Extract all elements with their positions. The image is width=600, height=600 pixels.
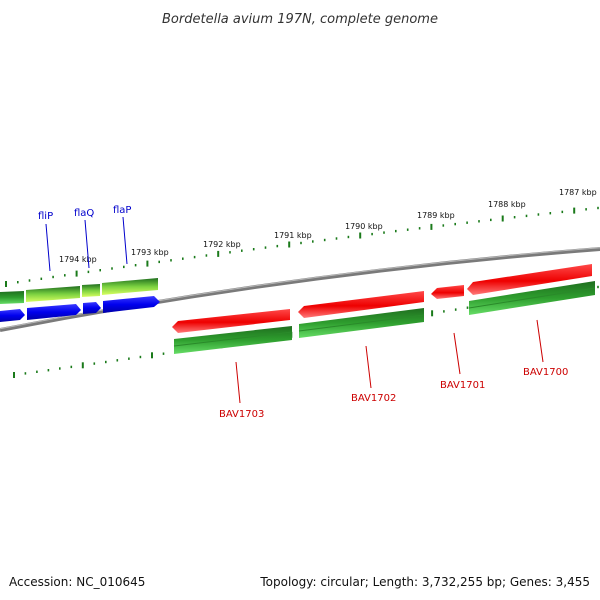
- gene-BAV1703: [172, 309, 290, 333]
- gene-flaQ: [83, 302, 101, 314]
- accession-label: Accession: NC_010645: [9, 575, 146, 589]
- kbp-label-1790: 1790 kbp: [345, 222, 383, 231]
- upper-features: [0, 278, 158, 304]
- backbone-line: [0, 247, 600, 332]
- gene-BAV1700: [467, 264, 592, 295]
- kbp-label-1789: 1789 kbp: [417, 211, 455, 220]
- flaP-leader: [122, 216, 128, 265]
- feature-lower-1-line: [173, 331, 293, 347]
- feature-upper-2: [26, 286, 80, 302]
- gene-label-flaQ: flaQ: [74, 208, 94, 219]
- BAV1702-leader: [365, 345, 372, 389]
- gene-blue-0: [0, 309, 25, 322]
- bottom-gene-labels: BAV1703 BAV1702 BAV1701 BAV1700: [219, 319, 568, 420]
- flaQ-leader: [84, 219, 90, 269]
- kbp-labels: 1794 kbp 1793 kbp 1792 kbp 1791 kbp 1790…: [59, 188, 597, 264]
- blue-genes: [0, 296, 160, 322]
- kbp-label-1794: 1794 kbp: [59, 255, 97, 264]
- gene-BAV1702: [298, 291, 424, 318]
- BAV1701-leader: [453, 332, 461, 375]
- gene-label-BAV1700: BAV1700: [523, 367, 568, 378]
- feature-lower-3-line: [468, 287, 596, 309]
- fliP-leader: [45, 223, 51, 272]
- BAV1703-leader: [235, 361, 241, 404]
- feature-lower-2-line: [298, 314, 425, 332]
- gene-fliP: [27, 304, 81, 320]
- lower-features: [173, 281, 596, 354]
- outer-tick-row: [5, 206, 599, 287]
- red-genes: [172, 264, 592, 333]
- map-title: Bordetella avium 197N, complete genome: [162, 12, 438, 27]
- kbp-label-1791: 1791 kbp: [274, 231, 312, 240]
- gene-label-fliP: fliP: [38, 211, 53, 222]
- kbp-label-1793: 1793 kbp: [131, 248, 169, 257]
- BAV1700-leader: [536, 319, 544, 363]
- top-gene-labels: fliP flaQ flaP: [38, 205, 131, 272]
- gene-label-BAV1703: BAV1703: [219, 409, 264, 420]
- gene-flaP: [103, 296, 160, 313]
- topology-label: Topology: circular; Length: 3,732,255 bp…: [260, 575, 590, 589]
- gene-label-flaP: flaP: [113, 205, 131, 216]
- feature-lower-1: [174, 326, 292, 354]
- gene-label-BAV1702: BAV1702: [351, 393, 396, 404]
- gene-label-BAV1701: BAV1701: [440, 380, 485, 391]
- feature-upper-3: [82, 284, 100, 297]
- kbp-label-1787: 1787 kbp: [559, 188, 597, 197]
- feature-upper-4: [102, 278, 158, 295]
- kbp-label-1788: 1788 kbp: [488, 200, 526, 209]
- gene-BAV1701: [431, 285, 464, 299]
- feature-upper-1: [0, 291, 24, 304]
- kbp-label-1792: 1792 kbp: [203, 240, 241, 249]
